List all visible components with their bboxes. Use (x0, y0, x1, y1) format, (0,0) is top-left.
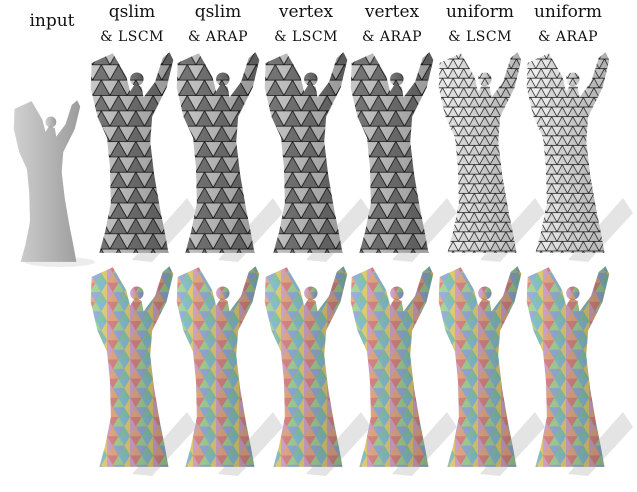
statue-shade (438, 266, 522, 467)
mesh-statue (526, 52, 633, 262)
statue-shade (264, 266, 348, 467)
headers: input qslim & LSCM qslim & ARAP vertex & LSCM v… (29, 2, 602, 45)
mesh-statue (176, 52, 283, 262)
column-subtitle: & LSCM (448, 29, 512, 45)
column-title: uniform (534, 2, 602, 22)
colored-statue (438, 266, 545, 476)
statue-shade (350, 266, 434, 467)
column-title: vertex (278, 2, 334, 22)
statue-shade (526, 266, 610, 467)
mesh-statue (90, 52, 197, 262)
statue-shade (350, 52, 434, 253)
colored-statue (176, 266, 283, 476)
statue-shade (526, 52, 610, 253)
column-title: input (29, 11, 74, 31)
statue-shade (264, 52, 348, 253)
column-subtitle: & ARAP (362, 29, 422, 45)
input-statue (13, 100, 95, 267)
statue-shade (176, 52, 260, 253)
statue-grid (90, 52, 633, 476)
column-title: qslim (109, 2, 156, 22)
column-subtitle: & LSCM (274, 29, 338, 45)
column-subtitle: & ARAP (188, 29, 248, 45)
column-title: uniform (446, 2, 514, 22)
statue-shade (176, 266, 260, 467)
mesh-statue (350, 52, 457, 262)
colored-statue (350, 266, 457, 476)
column-subtitle: & ARAP (538, 29, 598, 45)
colored-statue (526, 266, 633, 476)
statue-shade (90, 52, 174, 253)
statue-shade (90, 266, 174, 467)
mesh-statue (438, 52, 545, 262)
colored-statue (264, 266, 371, 476)
mesh-statue (264, 52, 371, 262)
statue-shade (438, 52, 522, 253)
column-title: vertex (364, 2, 420, 22)
colored-statue (90, 266, 197, 476)
column-title: qslim (195, 2, 242, 22)
column-subtitle: & LSCM (100, 29, 164, 45)
